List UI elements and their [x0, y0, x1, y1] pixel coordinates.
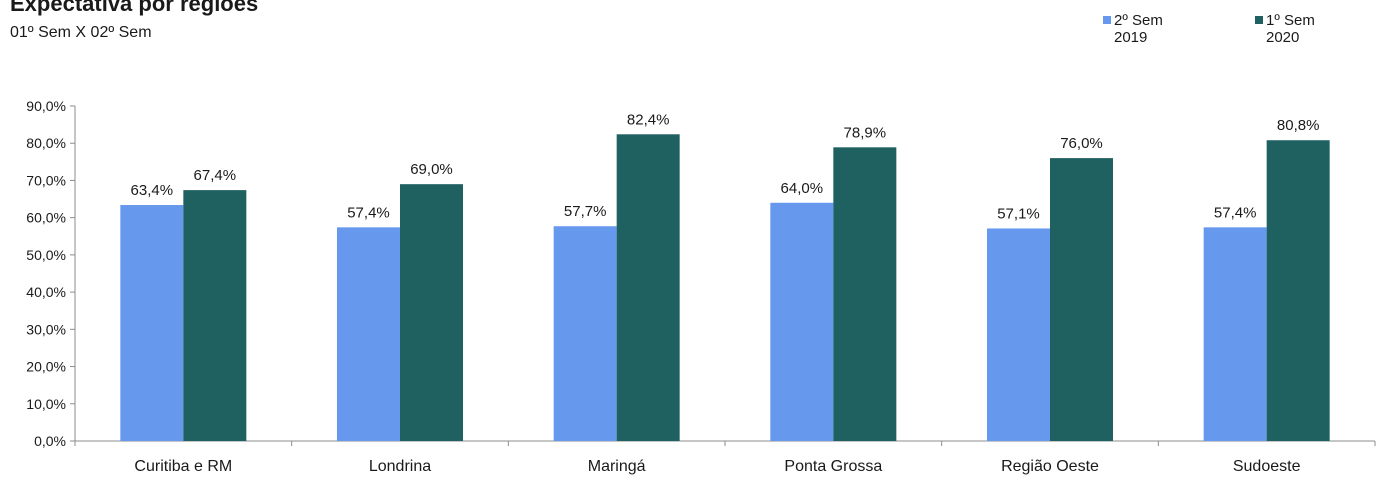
bar-series-1: [120, 205, 184, 441]
x-tick-label: Maringá: [588, 458, 646, 475]
y-tick-label: 40,0%: [26, 284, 66, 300]
chart-title: Expectativa por regiões: [10, 0, 259, 16]
legend-item-series-2: 1º Sem 2020: [1255, 12, 1346, 46]
y-tick-label: 70,0%: [26, 172, 66, 188]
data-label-series-2: 80,8%: [1277, 117, 1320, 134]
bar-series-1: [1203, 227, 1267, 441]
y-tick-label: 30,0%: [26, 321, 66, 337]
x-tick-label: Londrina: [369, 458, 431, 475]
y-tick-label: 60,0%: [26, 210, 66, 226]
data-label-series-2: 78,9%: [844, 124, 887, 141]
legend-swatch-series-1: [1103, 16, 1111, 24]
legend-label-series-1: 2º Sem 2019: [1114, 12, 1163, 46]
legend-item-series-1: 2º Sem 2019: [1103, 12, 1194, 46]
y-tick-label: 10,0%: [26, 396, 66, 412]
data-label-series-1: 57,4%: [1214, 204, 1257, 221]
x-tick-label: Sudoeste: [1233, 458, 1301, 475]
bar-series-2: [1266, 140, 1330, 441]
data-label-series-1: 64,0%: [781, 180, 824, 197]
data-label-series-1: 57,4%: [347, 204, 390, 221]
data-label-series-2: 69,0%: [410, 161, 453, 178]
x-tick-label: Região Oeste: [1001, 458, 1099, 475]
bar-series-1: [987, 228, 1050, 441]
data-label-series-1: 63,4%: [131, 182, 174, 199]
x-tick-label: Curitiba e RM: [134, 458, 232, 475]
bar-series-2: [833, 147, 897, 442]
y-tick-label: 20,0%: [26, 359, 66, 375]
y-tick-label: 80,0%: [26, 135, 66, 151]
bar-series-1: [553, 226, 617, 441]
bar-series-1: [770, 202, 834, 441]
bar-series-2: [1050, 158, 1113, 441]
bar-series-2: [400, 184, 463, 441]
chart-axes: 0,0% 10,0% 20,0% 30,0% 40,0% 50,0% 60,0% 70,0% 8…: [26, 98, 1376, 475]
data-label-series-2: 76,0%: [1060, 135, 1103, 152]
data-label-series-1: 57,1%: [997, 205, 1040, 222]
bar-series-2: [616, 134, 680, 442]
chart-labels: 63,4% 57,4% 57,7% 64,0% 57,1% 57,4% 67,4% 69,0%…: [131, 111, 1320, 222]
chart-bars: [120, 134, 1330, 442]
data-label-series-2: 67,4%: [194, 167, 237, 184]
data-label-series-1: 57,7%: [564, 203, 607, 220]
bar-series-1: [337, 227, 400, 441]
legend-label-series-2: 1º Sem 2020: [1266, 12, 1315, 46]
x-tick-label: Ponta Grossa: [784, 458, 882, 475]
y-tick-label: 90,0%: [26, 98, 66, 114]
legend-swatch-series-2: [1255, 16, 1263, 24]
y-tick-label: 0,0%: [34, 433, 66, 449]
chart-subtitle: 01º Sem X 02º Sem: [10, 24, 152, 41]
y-tick-label: 50,0%: [26, 247, 66, 263]
data-label-series-2: 82,4%: [627, 111, 670, 128]
bar-series-2: [183, 190, 247, 441]
